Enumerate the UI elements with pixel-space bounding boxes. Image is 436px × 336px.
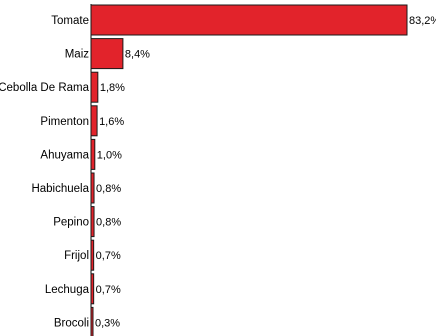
value-label-habichuela: 0,8% <box>96 183 121 195</box>
bar-tomate <box>90 4 408 36</box>
category-label-habichuela: Habichuela <box>31 183 89 195</box>
category-label-brocoli: Brocoli <box>54 317 89 329</box>
category-labels-group: Tomate Maiz Cebolla De Rama Pimenton Ahuyama… <box>0 15 90 329</box>
bar-frijol <box>90 239 95 271</box>
category-label-maiz: Maiz <box>65 49 90 61</box>
category-label-tomate: Tomate <box>51 15 89 27</box>
bar-lechuga <box>90 273 95 305</box>
value-label-frijol: 0,7% <box>96 250 121 262</box>
bar-maiz <box>90 38 124 70</box>
category-label-cebolla-de-rama: Cebolla De Rama <box>0 82 90 94</box>
bar-habichuela <box>90 172 95 204</box>
value-label-ahuyama: 1,0% <box>97 149 122 161</box>
category-label-pepino: Pepino <box>53 217 89 229</box>
value-label-cebolla-de-rama: 1,8% <box>100 82 125 94</box>
bar-brocoli <box>90 306 94 336</box>
value-label-lechuga: 0,7% <box>96 284 121 296</box>
category-label-lechuga: Lechuga <box>45 284 90 296</box>
value-labels-group: 83,2% 8,4% 1,8% 1,6% 1,0% 0,8% 0,8% 0,7% 0,7% 0,3… <box>95 15 436 329</box>
bar-ahuyama <box>90 138 96 170</box>
bar-pepino <box>90 206 95 238</box>
bar-pimenton <box>90 105 98 137</box>
category-label-pimenton: Pimenton <box>40 116 89 128</box>
value-label-brocoli: 0,3% <box>95 317 120 329</box>
category-label-ahuyama: Ahuyama <box>40 149 89 161</box>
value-label-pepino: 0,8% <box>96 217 121 229</box>
value-label-tomate: 83,2% <box>409 15 436 27</box>
bar-cebolla-de-rama <box>90 71 99 103</box>
bars-group <box>90 4 408 336</box>
category-label-frijol: Frijol <box>64 250 89 262</box>
value-label-pimenton: 1,6% <box>99 116 124 128</box>
value-label-maiz: 8,4% <box>125 49 150 61</box>
